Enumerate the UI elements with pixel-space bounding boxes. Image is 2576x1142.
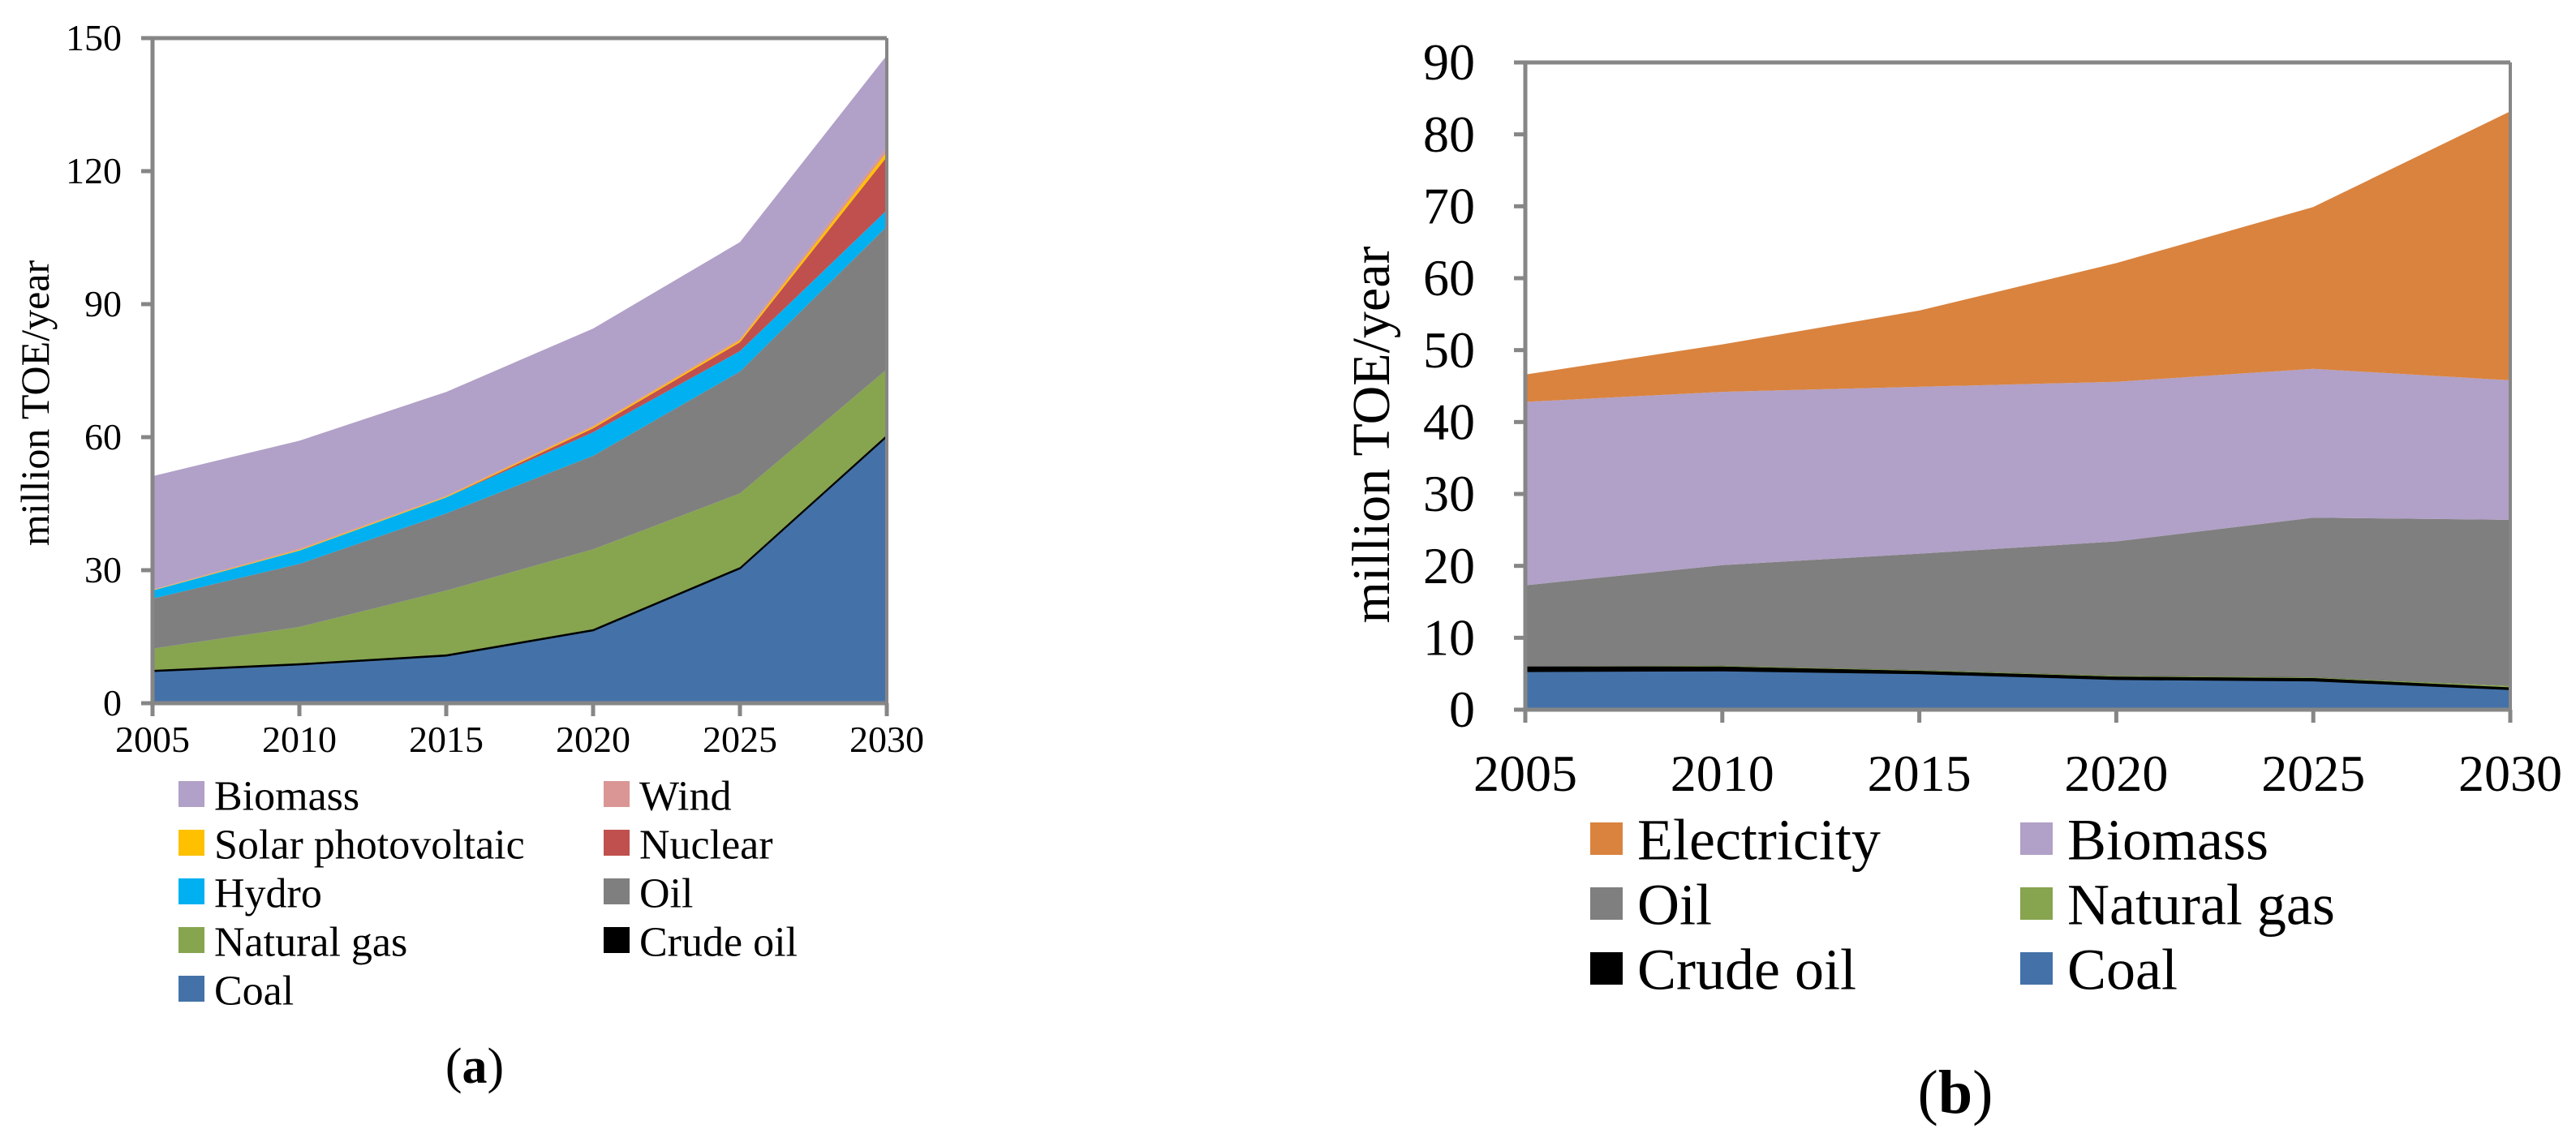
legend-label: Crude oil xyxy=(1637,938,1856,1002)
legend: Electricity Biomass Oil Natural gas Crude oi… xyxy=(1590,808,2335,1002)
x-tick-label: 2030 xyxy=(849,719,924,760)
legend-swatch xyxy=(178,781,204,807)
panel-label: (b) xyxy=(1918,1058,1993,1127)
legend-swatch xyxy=(178,878,204,904)
legend-item-crude-oil: Crude oil xyxy=(604,920,798,966)
area-layers xyxy=(1524,111,2512,710)
y-tick-label: 50 xyxy=(1423,321,1475,379)
x-tick-label: 2005 xyxy=(115,719,190,760)
axes: 0 30 60 90 120 150 2005 2010 2015 2020 2025 2030 xyxy=(66,17,924,760)
legend-swatch xyxy=(2020,887,2053,920)
x-tick-label: 2025 xyxy=(703,719,777,760)
y-tick-label: 30 xyxy=(84,549,122,590)
legend-label: Biomass xyxy=(214,774,359,820)
legend-swatch xyxy=(178,976,204,1002)
y-tick-label: 60 xyxy=(84,416,122,457)
x-tick-label: 2005 xyxy=(1473,745,1577,802)
legend-swatch xyxy=(604,781,630,807)
area-electricity xyxy=(1525,111,2510,402)
legend-item-oil: Oil xyxy=(604,871,693,917)
area-coal xyxy=(153,436,887,703)
panel-label: (a) xyxy=(445,1039,504,1094)
area-natural-gas xyxy=(153,369,887,670)
legend-swatch xyxy=(1590,952,1623,985)
legend-item-coal: Coal xyxy=(2020,938,2178,1002)
y-tick-label: 0 xyxy=(1449,680,1475,738)
legend-label: Coal xyxy=(2067,938,2178,1002)
legend-label: Natural gas xyxy=(214,920,407,966)
y-tick-label: 40 xyxy=(1423,393,1475,450)
legend-swatch xyxy=(604,830,630,856)
y-axis-title: million TOE/year xyxy=(12,260,58,547)
legend-swatch xyxy=(604,878,630,904)
x-tick-label: 2020 xyxy=(2064,745,2168,802)
y-tick-label: 70 xyxy=(1423,177,1475,234)
y-tick-label: 90 xyxy=(84,283,122,324)
legend-item-solar-photovoltaic: Solar photovoltaic xyxy=(178,822,525,869)
legend-item-natural-gas: Natural gas xyxy=(178,920,407,966)
legend-item-wind: Wind xyxy=(604,774,731,820)
x-tick-label: 2030 xyxy=(2458,745,2562,802)
area-biomass xyxy=(153,55,887,590)
area-biomass xyxy=(1525,368,2510,586)
legend-item-biomass: Biomass xyxy=(178,774,359,820)
area-oil xyxy=(1525,517,2510,686)
legend-label: Solar photovoltaic xyxy=(214,822,525,869)
x-tick-label: 2010 xyxy=(1671,745,1774,802)
legend-label: Natural gas xyxy=(2067,873,2335,938)
legend-label: Coal xyxy=(214,968,294,1015)
x-tick-label: 2025 xyxy=(2261,745,2365,802)
legend-label: Wind xyxy=(639,774,731,820)
legend-label: Biomass xyxy=(2067,808,2269,873)
legend-item-electricity: Electricity xyxy=(1590,808,1881,873)
legend-swatch xyxy=(2020,822,2053,855)
panel-a-energy-supply: 0 30 60 90 120 150 2005 2010 2015 2020 2025 2030 mil… xyxy=(12,17,924,1094)
y-axis-title: million TOE/year xyxy=(1342,246,1401,623)
legend-item-coal: Coal xyxy=(178,968,294,1015)
y-tick-label: 30 xyxy=(1423,465,1475,522)
y-tick-label: 90 xyxy=(1423,33,1475,91)
y-tick-label: 80 xyxy=(1423,105,1475,163)
area-oil xyxy=(153,226,887,649)
y-tick-label: 10 xyxy=(1423,608,1475,666)
y-tick-label: 20 xyxy=(1423,537,1475,595)
legend-item-natural-gas: Natural gas xyxy=(2020,873,2335,938)
legend-item-biomass: Biomass xyxy=(2020,808,2269,873)
legend-item-crude-oil: Crude oil xyxy=(1590,938,1856,1002)
legend-label: Hydro xyxy=(214,871,322,917)
y-tick-label: 120 xyxy=(66,150,122,191)
legend-swatch xyxy=(178,927,204,953)
legend-swatch xyxy=(178,830,204,856)
legend-swatch xyxy=(1590,822,1623,855)
y-tick-label: 150 xyxy=(66,17,122,58)
y-tick-label: 60 xyxy=(1423,249,1475,307)
legend-swatch xyxy=(604,927,630,953)
legend-item-hydro: Hydro xyxy=(178,871,322,917)
x-tick-label: 2015 xyxy=(1868,745,1972,802)
legend: Biomass Wind Solar photovoltaic Nuclear Hydr… xyxy=(178,774,798,1015)
legend-label: Oil xyxy=(639,871,693,917)
legend-label: Oil xyxy=(1637,873,1712,938)
area-layers xyxy=(151,55,888,703)
legend-label: Nuclear xyxy=(639,822,773,869)
x-tick-label: 2010 xyxy=(262,719,337,760)
x-tick-label: 2015 xyxy=(409,719,484,760)
legend-swatch xyxy=(2020,952,2053,985)
legend-swatch xyxy=(1590,887,1623,920)
legend-label: Electricity xyxy=(1637,808,1881,873)
legend-item-nuclear: Nuclear xyxy=(604,822,773,869)
legend-item-oil: Oil xyxy=(1590,873,1712,938)
legend-label: Crude oil xyxy=(639,920,798,966)
y-tick-label: 0 xyxy=(103,682,122,723)
x-tick-label: 2020 xyxy=(556,719,630,760)
